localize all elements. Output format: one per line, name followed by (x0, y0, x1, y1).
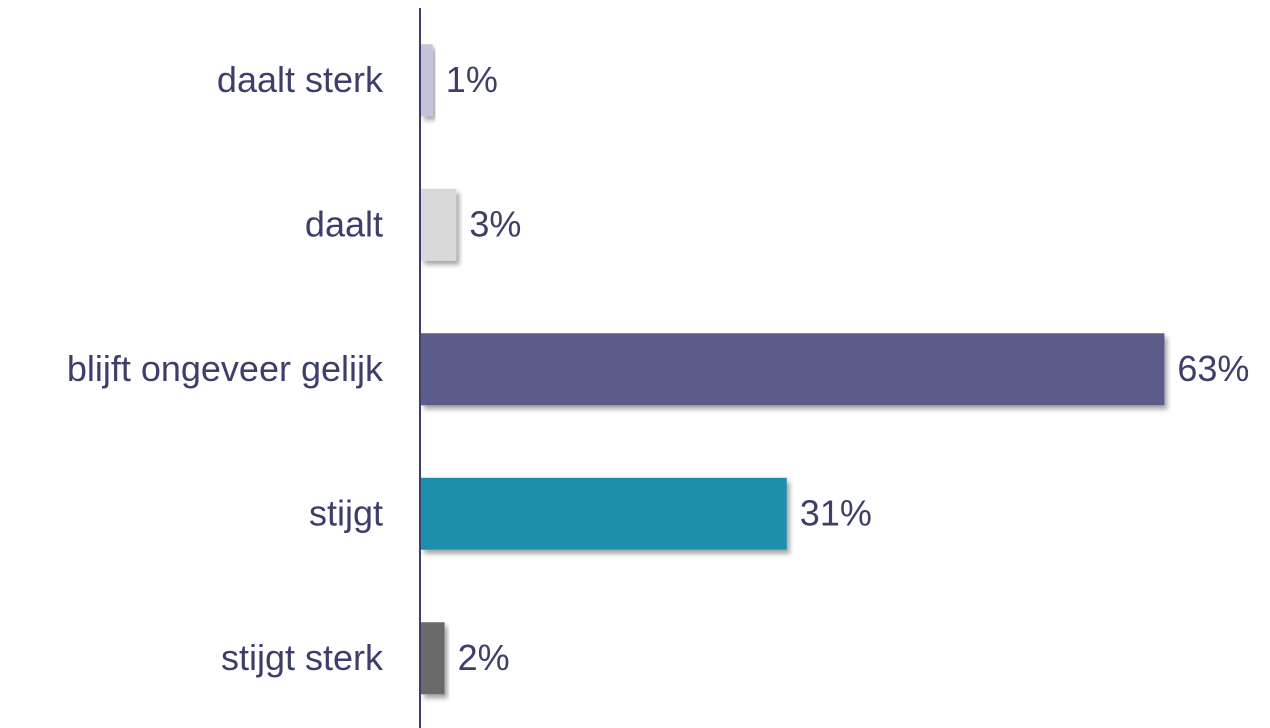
category-label: daalt (305, 203, 383, 244)
value-label: 2% (458, 637, 510, 678)
value-label: 63% (1177, 348, 1249, 389)
value-label: 3% (469, 203, 521, 244)
bar (421, 477, 787, 550)
value-label: 31% (800, 492, 872, 533)
bar (421, 44, 433, 117)
bar (421, 622, 445, 695)
category-label: stijgt sterk (221, 637, 384, 678)
category-label: daalt sterk (217, 59, 384, 100)
value-label: 1% (446, 59, 498, 100)
category-label: stijgt (309, 492, 383, 533)
bar (421, 188, 457, 261)
bar (421, 333, 1165, 406)
category-label: blijft ongeveer gelijk (67, 348, 384, 389)
